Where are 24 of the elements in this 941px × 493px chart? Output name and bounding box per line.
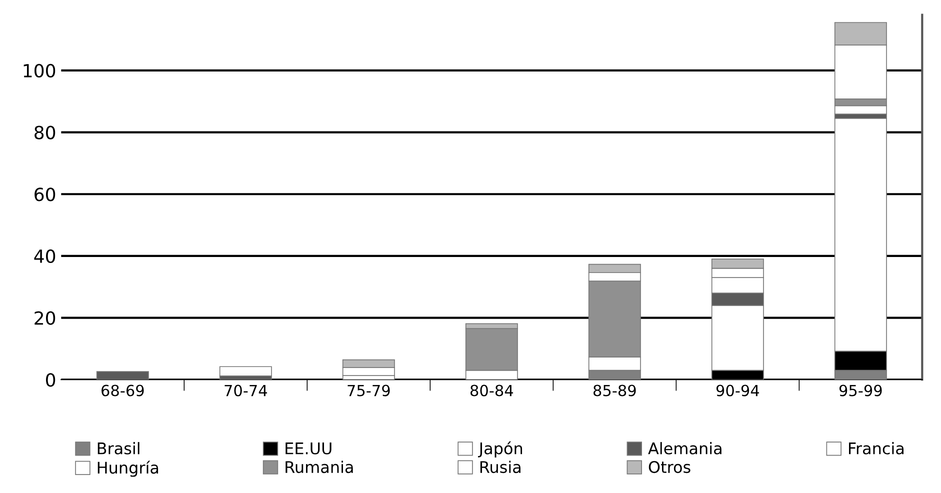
y-tick-label: 40	[34, 249, 56, 264]
x-tick-label: 70-74	[224, 384, 268, 396]
legend-label: Francia	[849, 442, 904, 454]
bar	[96, 371, 149, 380]
x-tick-label: 90-94	[716, 384, 760, 396]
y-tick-label: 20	[34, 311, 56, 325]
x-tick-label: 68-69	[102, 384, 144, 396]
legend-label: Alemania	[648, 442, 722, 454]
legend-label: Hungría	[98, 460, 158, 477]
legend-label: Rusia	[480, 460, 520, 474]
y-tick-label: 80	[34, 126, 56, 140]
legend-label: Japón	[478, 441, 522, 458]
y-tick-label: 100	[24, 64, 56, 78]
bar	[219, 366, 272, 376]
y-tick-label: 60	[34, 188, 56, 202]
legend-label: EE.UU	[286, 442, 332, 454]
y-tick-label: 0	[46, 373, 56, 387]
legend-label: Rumania	[286, 460, 353, 474]
legend-label: Otros	[648, 460, 690, 474]
x-tick-label: 80-84	[470, 384, 514, 396]
legend-label: Brasil	[98, 442, 140, 454]
x-tick-label: 85-89	[594, 384, 636, 396]
x-tick-label: 75-79	[348, 384, 390, 396]
x-tick-label: 95-99	[839, 384, 882, 396]
